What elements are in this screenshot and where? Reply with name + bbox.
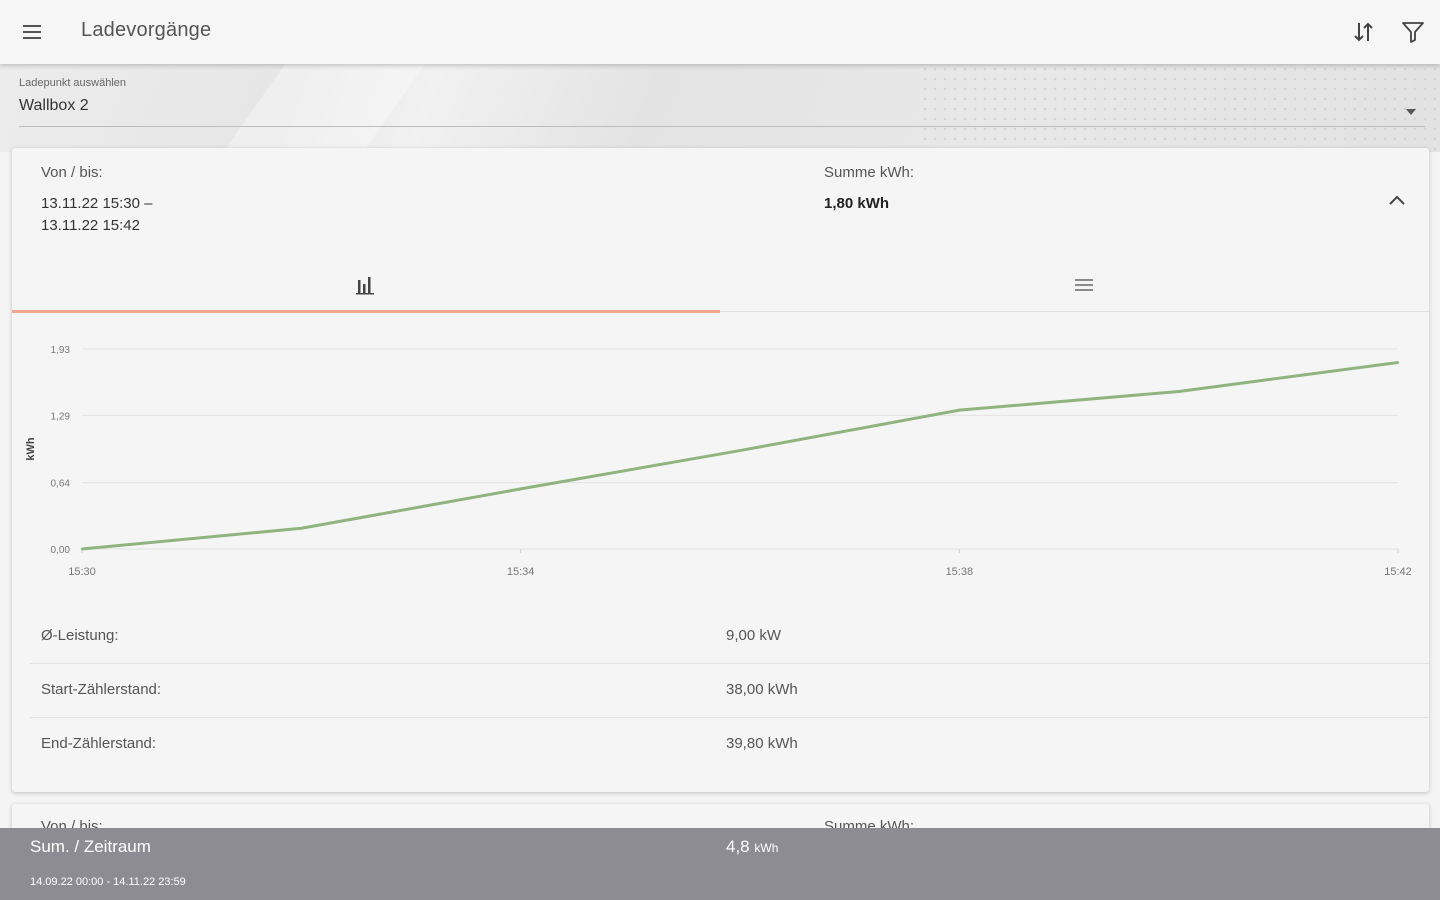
- y-tick-label: 0,00: [51, 545, 71, 556]
- data-point: [519, 487, 522, 491]
- summary-sum: 4,8: [726, 837, 750, 856]
- chargepoint-selector-area: Ladepunkt auswählen Wallbox 2: [0, 64, 1440, 152]
- x-tick-label: 15:34: [507, 566, 535, 578]
- sort-icon[interactable]: [1351, 19, 1377, 45]
- sum-value: 1,80 kWh: [824, 195, 890, 212]
- stat-value: 9,00 kW: [726, 627, 782, 644]
- period-summary-bar: Sum. / Zeitraum 14.09.22 00:00 - 14.11.2…: [0, 828, 1440, 900]
- chargepoint-select-label: Ladepunkt auswählen: [19, 77, 127, 89]
- stat-label: End-Zählerstand:: [41, 735, 157, 752]
- view-tabs: [12, 252, 1429, 313]
- range-start: 13.11.22 15:30 –: [41, 195, 153, 212]
- data-point: [738, 449, 742, 452]
- y-axis-label: kWh: [25, 437, 37, 461]
- x-tick-label: 15:38: [946, 566, 974, 578]
- chargepoint-select[interactable]: Wallbox 2: [19, 97, 89, 114]
- stat-row-avg-power: Ø-Leistung: 9,00 kW: [30, 610, 1429, 664]
- stat-row-end-meter: End-Zählerstand: 39,80 kWh: [30, 718, 1429, 772]
- series-line: [81, 360, 1399, 551]
- x-tick-label: 15:42: [1384, 566, 1412, 578]
- y-tick-label: 1,93: [51, 345, 71, 356]
- summary-value: 4,8 kWh: [726, 837, 778, 857]
- background-decoration: [200, 64, 440, 152]
- data-point: [1396, 361, 1400, 364]
- data-point: [958, 408, 961, 412]
- summary-unit: kWh: [754, 841, 779, 855]
- stat-row-start-meter: Start-Zählerstand: 38,00 kWh: [30, 664, 1429, 718]
- tab-list[interactable]: [720, 252, 1428, 312]
- y-tick-label: 0,64: [51, 479, 71, 490]
- list-icon: [1075, 279, 1093, 291]
- active-tab-indicator: [12, 310, 720, 313]
- stat-label: Start-Zählerstand:: [41, 681, 162, 698]
- sum-label: Summe kWh:: [824, 164, 915, 181]
- charging-session-card: Von / bis: 13.11.22 15:30 – 13.11.22 15:…: [12, 148, 1429, 792]
- data-point: [80, 547, 84, 551]
- chevron-up-icon[interactable]: [1386, 192, 1408, 208]
- data-point: [300, 527, 303, 530]
- x-tick-label: 15:30: [68, 566, 96, 578]
- page-title: Ladevorgänge: [81, 19, 212, 41]
- y-tick-label: 1,29: [51, 411, 71, 422]
- range-end: 13.11.22 15:42: [41, 217, 140, 234]
- dropdown-arrow-icon[interactable]: [1406, 102, 1416, 115]
- app-bar: Ladevorgänge: [0, 0, 1440, 64]
- chargepoint-select-underline: [19, 126, 1425, 127]
- range-label: Von / bis:: [41, 164, 103, 181]
- summary-range: 14.09.22 00:00 - 14.11.22 23:59: [30, 876, 186, 888]
- stat-value: 39,80 kWh: [726, 735, 798, 752]
- stat-label: Ø-Leistung:: [41, 627, 119, 644]
- bar-chart-icon: [356, 277, 374, 295]
- menu-icon[interactable]: [20, 20, 44, 44]
- data-point: [1177, 390, 1180, 393]
- background-dot-pattern: [920, 64, 1440, 152]
- filter-icon[interactable]: [1400, 19, 1426, 45]
- stat-value: 38,00 kWh: [726, 681, 798, 698]
- energy-line-chart: 0,00 0,64 1,29 1,93 15:30 15:34 15:38 15:42 kWh: [25, 345, 1412, 578]
- summary-title: Sum. / Zeitraum: [30, 837, 151, 856]
- tab-chart[interactable]: [12, 252, 720, 313]
